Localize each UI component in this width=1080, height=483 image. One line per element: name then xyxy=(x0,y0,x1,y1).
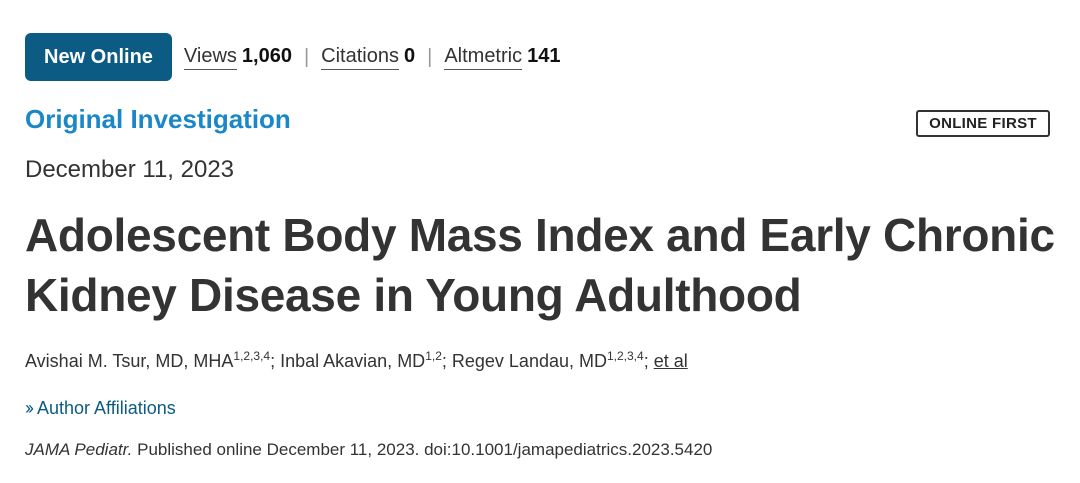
metric-separator: | xyxy=(427,45,433,68)
author-name[interactable]: Avishai M. Tsur, MD, MHA xyxy=(25,351,234,371)
author-name[interactable]: Regev Landau, MD xyxy=(451,351,607,371)
metric-separator: | xyxy=(303,45,310,68)
author-list: Avishai M. Tsur, MD, MHA1,2,3,4; Inbal A… xyxy=(25,349,688,372)
author-separator: ; xyxy=(441,351,452,371)
publication-date: December 11, 2023 xyxy=(25,156,235,183)
citations-value: 0 xyxy=(403,44,416,67)
views-label: Views xyxy=(183,45,237,70)
views-metric[interactable]: Views 1,060 xyxy=(183,44,292,70)
altmetric-value: 141 xyxy=(527,44,561,67)
author-affiliations-label: Author Affiliations xyxy=(37,398,176,418)
metrics-bar: New Online Views 1,060 | Citations 0 | A… xyxy=(25,33,560,81)
article-type: Original Investigation xyxy=(25,104,291,134)
citation-journal: JAMA Pediatr. xyxy=(25,440,133,459)
author-affiliation-number: 1,2,3,4 xyxy=(233,349,271,363)
citations-metric[interactable]: Citations 0 xyxy=(321,45,415,70)
online-first-badge: ONLINE FIRST xyxy=(916,110,1050,137)
author-affiliations-toggle[interactable]: ›› Author Affiliations xyxy=(25,398,176,419)
author-separator: ; xyxy=(270,351,281,371)
author-affiliation-number: 1,2 xyxy=(425,349,442,363)
article-title: Adolescent Body Mass Index and Early Chr… xyxy=(25,209,1055,321)
citation-line: JAMA Pediatr. Published online December … xyxy=(25,440,712,460)
citation-text: Published online December 11, 2023. doi:… xyxy=(132,440,713,459)
chevron-double-right-icon: ›› xyxy=(25,398,34,418)
author-name[interactable]: Inbal Akavian, MD xyxy=(280,351,426,371)
new-online-badge: New Online xyxy=(25,33,172,81)
author-separator: ; xyxy=(643,351,654,371)
author-affiliation-number: 1,2,3,4 xyxy=(606,349,644,363)
altmetric-label: Altmetric xyxy=(444,45,523,70)
citations-label: Citations xyxy=(321,45,399,70)
et-al-link[interactable]: et al xyxy=(653,351,688,371)
altmetric-metric[interactable]: Altmetric 141 xyxy=(444,45,560,70)
views-value: 1,060 xyxy=(241,44,292,67)
